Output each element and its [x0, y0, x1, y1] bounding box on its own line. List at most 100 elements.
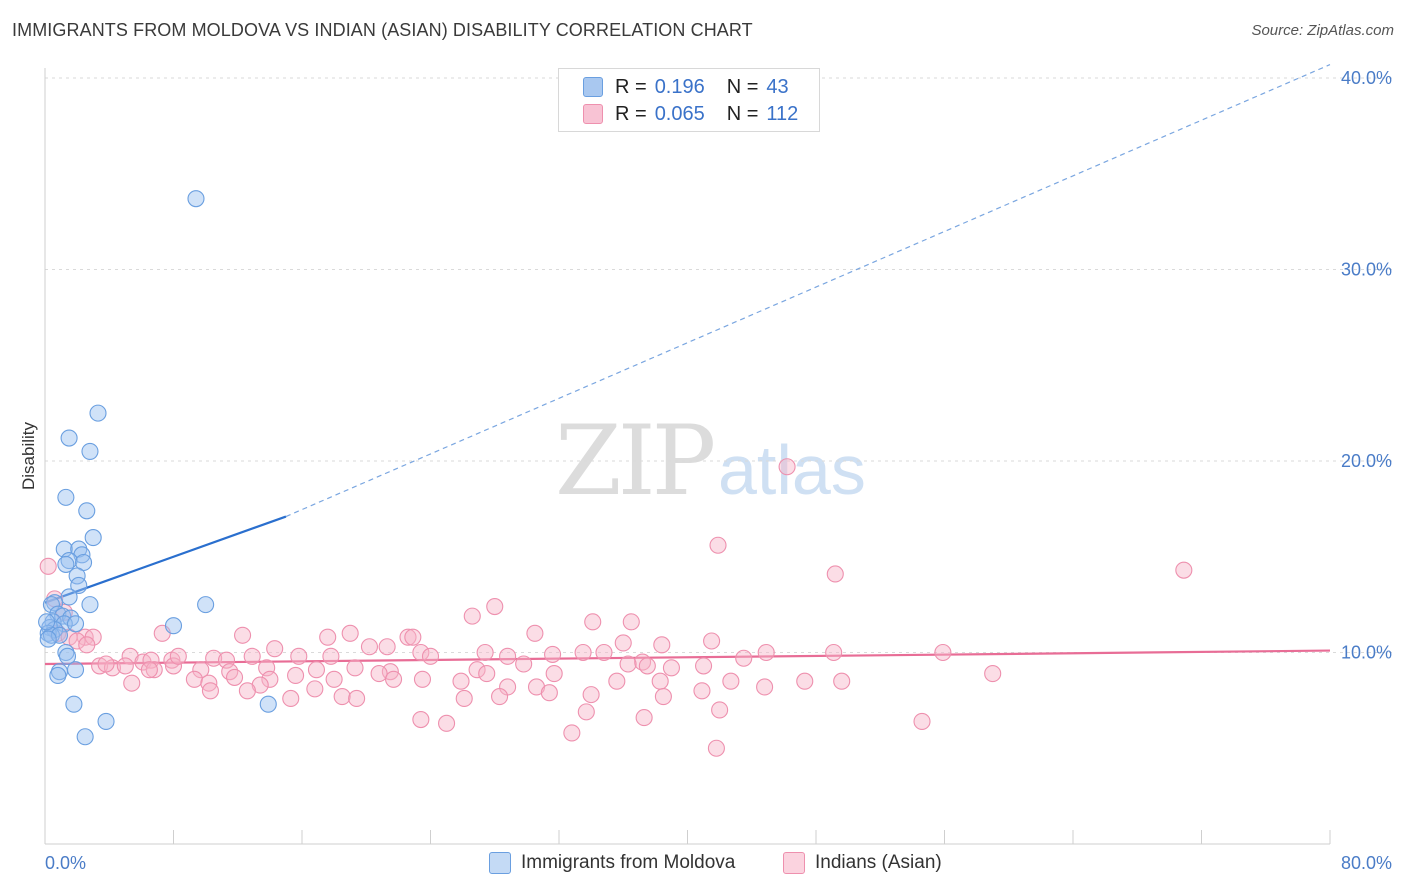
point-immigrants-from-moldova	[60, 429, 78, 447]
point-indians-asian	[78, 636, 96, 654]
point-indians-asian	[757, 643, 775, 662]
point-indians-asian	[348, 689, 366, 708]
point-indians-asian	[346, 659, 364, 677]
point-indians-asian	[205, 649, 223, 667]
bottom-legend-indians: Indians (Asian)	[783, 852, 942, 874]
point-indians-asian	[140, 661, 158, 679]
legend-n-label: N =	[726, 102, 759, 125]
point-indians-asian	[638, 657, 656, 675]
point-indians-asian	[243, 647, 261, 665]
point-indians-asian	[238, 682, 256, 700]
point-indians-asian	[662, 659, 680, 677]
point-indians-asian	[826, 565, 844, 583]
point-immigrants-from-moldova	[49, 666, 67, 685]
point-indians-asian	[287, 666, 305, 685]
point-indians-asian	[491, 687, 509, 706]
point-indians-asian	[796, 672, 814, 690]
point-indians-asian	[693, 682, 711, 700]
point-indians-asian	[825, 643, 843, 662]
point-indians-asian	[463, 607, 481, 625]
point-immigrants-from-moldova	[57, 555, 75, 573]
tick-labels: 10.0% 20.0% 30.0% 40.0% 0.0% 80.0%	[45, 68, 1392, 873]
bottom-legend-moldova: Immigrants from Moldova	[489, 852, 735, 874]
point-indians-asian	[68, 632, 86, 650]
point-immigrants-from-moldova	[60, 588, 78, 606]
chart-title: IMMIGRANTS FROM MOLDOVA VS INDIAN (ASIAN…	[12, 20, 753, 40]
point-indians-asian	[833, 672, 851, 690]
point-indians-asian	[756, 678, 774, 696]
point-indians-asian	[595, 643, 613, 662]
point-indians-asian	[653, 636, 671, 654]
point-indians-asian	[582, 686, 600, 704]
point-indians-asian	[39, 557, 57, 575]
point-indians-asian	[192, 661, 210, 679]
point-indians-asian	[709, 536, 727, 554]
legend-n-label: N =	[726, 75, 759, 98]
legend-r-value: 0.196	[654, 75, 705, 98]
point-indians-asian	[261, 670, 279, 688]
point-indians-asian	[1175, 561, 1193, 579]
point-indians-asian	[526, 624, 544, 642]
legend-r-value: 0.065	[654, 102, 705, 125]
point-indians-asian	[455, 689, 473, 708]
point-immigrants-from-moldova	[197, 596, 215, 614]
point-indians-asian	[360, 638, 379, 656]
point-indians-asian	[574, 643, 592, 662]
point-indians-asian	[333, 687, 351, 706]
bottom-legend-swatch-indians	[783, 852, 805, 874]
point-indians-asian	[478, 665, 496, 683]
point-indians-asian	[584, 613, 602, 631]
point-indians-asian	[319, 628, 337, 646]
point-indians-asian	[651, 672, 669, 690]
point-indians-asian	[116, 657, 134, 675]
legend-r-label: R =	[615, 75, 647, 98]
point-immigrants-from-moldova	[78, 502, 96, 520]
point-indians-asian	[619, 655, 637, 673]
point-indians-asian	[452, 672, 470, 690]
series-immigrants-from-moldova	[38, 190, 277, 746]
point-indians-asian	[413, 670, 432, 688]
point-indians-asian	[225, 668, 244, 686]
point-immigrants-from-moldova	[84, 529, 102, 547]
point-indians-asian	[703, 632, 721, 650]
point-indians-asian	[438, 714, 456, 732]
point-immigrants-from-moldova	[97, 712, 115, 730]
point-immigrants-from-moldova	[57, 488, 75, 506]
point-indians-asian	[341, 624, 359, 642]
legend-row-indians: R = 0.065 N = 112	[583, 102, 798, 126]
point-indians-asian	[307, 661, 326, 679]
point-immigrants-from-moldova	[38, 613, 56, 631]
legend-swatch-moldova	[583, 77, 603, 97]
point-indians-asian	[404, 628, 422, 646]
x-tick-label: 0.0%	[45, 853, 86, 873]
point-immigrants-from-moldova	[259, 695, 277, 713]
series-indians-asian	[39, 458, 1193, 757]
point-indians-asian	[722, 672, 740, 690]
point-indians-asian	[290, 647, 308, 665]
point-indians-asian	[515, 655, 533, 673]
point-indians-asian	[385, 670, 403, 688]
point-indians-asian	[778, 458, 796, 476]
point-indians-asian	[622, 613, 640, 631]
trend-line-moldova	[44, 515, 287, 604]
point-indians-asian	[399, 628, 417, 646]
point-indians-asian	[370, 665, 388, 683]
point-indians-asian	[608, 672, 626, 690]
point-indians-asian	[164, 657, 183, 675]
axes	[44, 68, 1331, 845]
point-indians-asian	[306, 680, 324, 698]
point-indians-asian	[614, 634, 632, 652]
point-immigrants-from-moldova	[76, 728, 94, 746]
point-immigrants-from-moldova	[65, 695, 83, 713]
point-indians-asian	[378, 638, 396, 656]
y-tick-label: 30.0%	[1341, 260, 1392, 280]
point-indians-asian	[185, 670, 203, 688]
point-indians-asian	[476, 643, 494, 662]
legend-n-value: 112	[766, 102, 799, 125]
x-tick-label: 80.0%	[1341, 853, 1392, 873]
point-indians-asian	[563, 724, 581, 742]
point-indians-asian	[695, 657, 713, 675]
point-indians-asian	[421, 647, 440, 665]
point-indians-asian	[635, 709, 653, 727]
point-immigrants-from-moldova	[58, 647, 77, 665]
